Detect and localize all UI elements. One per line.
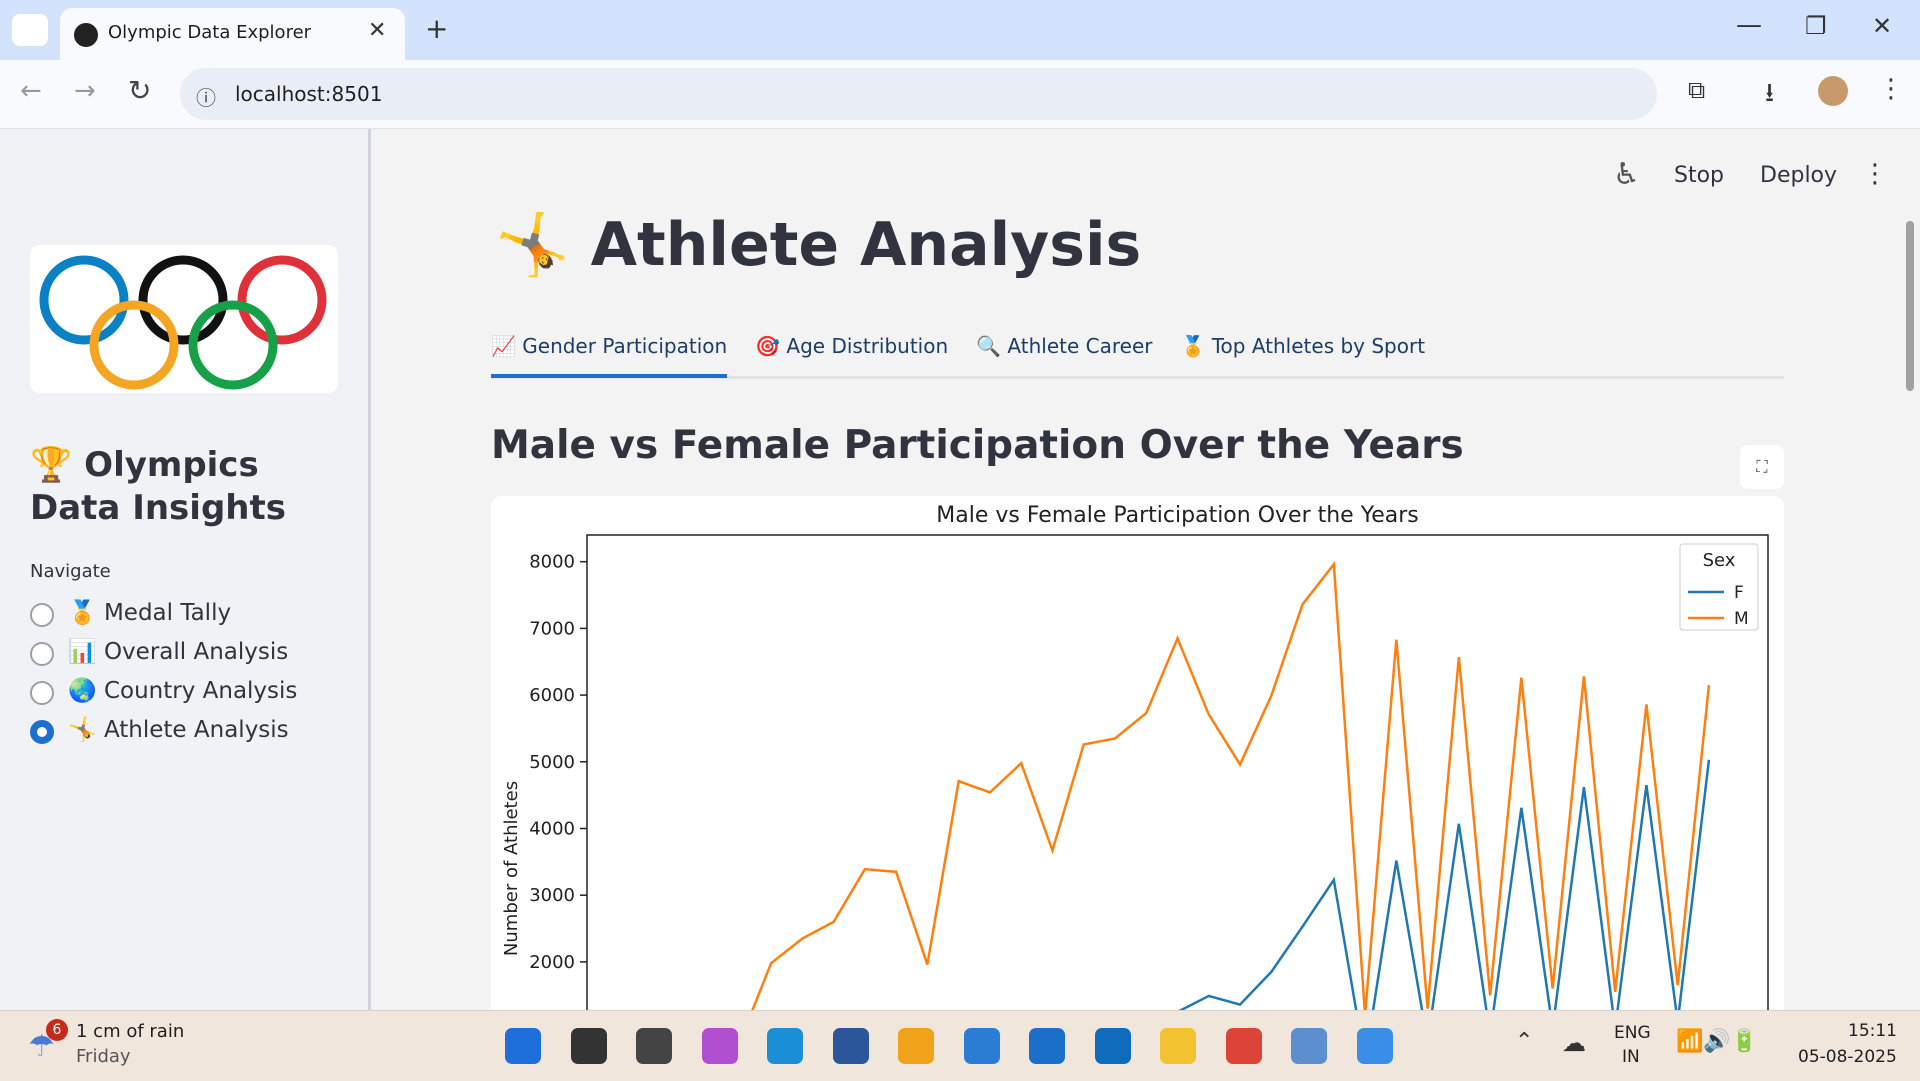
olympic-rings (39, 255, 327, 390)
radio[interactable] (30, 720, 54, 744)
app-icon[interactable] (963, 1028, 1000, 1064)
deploy-button[interactable]: Deploy (1760, 163, 1838, 188)
page-title: 🤸 Athlete Analysis (495, 210, 1142, 280)
weather-day: Friday (76, 1046, 131, 1067)
radio[interactable] (30, 681, 54, 705)
legend-label: F (1734, 583, 1744, 603)
language[interactable]: ENG (1614, 1023, 1651, 1043)
stop-button[interactable]: Stop (1674, 163, 1725, 188)
tab-bar: Olympic Data Explorer ✕ + — ❐ ✕ (0, 0, 1920, 60)
tab-rule (491, 376, 1784, 379)
y-tick-label: 7000 (529, 618, 575, 639)
active-tab-underline (491, 374, 728, 378)
browser-tab[interactable]: Olympic Data Explorer ✕ (60, 8, 405, 60)
tab-search-button[interactable] (12, 14, 48, 46)
nav-option[interactable]: 🌏 Country Analysis (68, 678, 298, 704)
site-info[interactable]: ⓘ (196, 86, 216, 110)
minimize[interactable]: — (1736, 10, 1762, 40)
plot-frame (586, 534, 1769, 1010)
y-tick-label: 6000 (529, 685, 575, 706)
tab-title: Olympic Data Explorer (108, 22, 312, 43)
app-icon[interactable] (505, 1028, 541, 1064)
y-tick-label: 2000 (529, 952, 575, 973)
favicon (74, 23, 98, 47)
fullscreen-button[interactable]: ⛶ (1740, 445, 1784, 489)
app-icon[interactable] (767, 1028, 803, 1064)
address-bar[interactable]: ⓘ localhost:8501 (180, 68, 1657, 120)
app-icon[interactable] (832, 1028, 869, 1064)
app-icon[interactable] (636, 1028, 672, 1064)
app-icon[interactable] (1225, 1028, 1262, 1064)
clock-time[interactable]: 15:11 (1848, 1021, 1897, 1041)
reload[interactable]: ↻ (128, 74, 152, 107)
network-volume-battery[interactable]: 📶🔊🔋 (1676, 1029, 1759, 1054)
chart: Male vs Female Participation Over the Ye… (501, 503, 1769, 1010)
y-tick-label: 3000 (529, 885, 575, 906)
weather-text[interactable]: 1 cm of rain (76, 1021, 185, 1042)
app: 🏆 Olympics Data Insights Navigate 🏅 Meda… (0, 129, 1920, 1010)
profile[interactable] (1818, 76, 1848, 106)
app-icon[interactable] (1291, 1028, 1327, 1064)
menu[interactable]: ⋮ (1878, 74, 1904, 104)
tab-close[interactable]: ✕ (368, 18, 387, 43)
y-axis-label: Number of Athletes (501, 781, 522, 956)
restore[interactable]: ❐ (1805, 12, 1827, 40)
tab[interactable]: 📈 Gender Participation (491, 334, 728, 358)
tray-expand[interactable]: ⌃ (1515, 1029, 1534, 1054)
logo (30, 245, 338, 393)
legend-title: Sex (1703, 550, 1736, 571)
downloads[interactable]: ⭳ (1765, 78, 1775, 108)
forward[interactable]: → (74, 76, 96, 106)
y-tick-label: 8000 (529, 552, 575, 573)
tab[interactable]: 🏅 Top Athletes by Sport (1180, 334, 1426, 358)
line-series (751, 561, 1711, 1010)
url: localhost:8501 (235, 82, 383, 106)
tab[interactable]: 🎯 Age Distribution (755, 334, 949, 358)
chart-title: Male vs Female Participation Over the Ye… (936, 503, 1419, 528)
nav-option[interactable]: 📊 Overall Analysis (68, 639, 289, 665)
legend-box (1679, 543, 1759, 631)
radio[interactable] (30, 642, 54, 666)
weather-badge: 6 (46, 1019, 68, 1041)
app-icon[interactable] (701, 1028, 738, 1064)
app-icon[interactable] (1160, 1028, 1196, 1064)
y-tick-label: 5000 (529, 752, 575, 773)
running-icon: ♿ (1613, 157, 1640, 192)
y-tick-label: 4000 (529, 819, 575, 840)
sidebar-title: 🏆 Olympics Data Insights (30, 445, 286, 528)
app-icon[interactable] (898, 1028, 934, 1064)
app-icon[interactable] (570, 1028, 607, 1064)
sidebar: 🏆 Olympics Data Insights Navigate 🏅 Meda… (0, 129, 371, 1010)
back[interactable]: ← (20, 76, 42, 106)
nav-option[interactable]: 🤸 Athlete Analysis (68, 717, 289, 743)
radio[interactable] (30, 603, 54, 627)
nav-option[interactable]: 🏅 Medal Tally (68, 600, 232, 626)
extensions[interactable]: ⧉ (1688, 76, 1706, 104)
taskbar: ☂ 6 1 cm of rain Friday ⌃ ☁ ENG IN 📶🔊🔋 1… (0, 1010, 1920, 1081)
nav-label: Navigate (30, 561, 111, 582)
tab[interactable]: 🔍 Athlete Career (976, 334, 1153, 358)
region: IN (1622, 1047, 1640, 1067)
clock-date: 05-08-2025 (1798, 1047, 1897, 1067)
legend-label: M (1734, 609, 1749, 629)
onedrive[interactable]: ☁ (1562, 1029, 1586, 1057)
chart-card: Male vs Female Participation Over the Ye… (491, 496, 1784, 1010)
line-series (1178, 759, 1711, 1010)
new-tab[interactable]: + (425, 12, 449, 45)
app-icon[interactable] (1356, 1028, 1393, 1064)
app-icon[interactable] (1029, 1028, 1065, 1064)
main-menu[interactable]: ⋮ (1862, 159, 1888, 189)
section-heading: Male vs Female Participation Over the Ye… (491, 423, 1464, 468)
close-window[interactable]: ✕ (1872, 12, 1893, 40)
app-icon[interactable] (1094, 1028, 1131, 1064)
scrollbar (1906, 221, 1914, 391)
